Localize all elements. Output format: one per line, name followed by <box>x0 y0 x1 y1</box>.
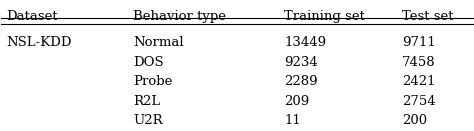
Text: 200: 200 <box>402 114 427 127</box>
Text: 9711: 9711 <box>402 36 436 50</box>
Text: 2289: 2289 <box>284 75 318 88</box>
Text: Test set: Test set <box>402 10 454 23</box>
Text: DOS: DOS <box>133 56 164 69</box>
Text: Normal: Normal <box>133 36 184 50</box>
Text: Dataset: Dataset <box>6 10 58 23</box>
Text: 11: 11 <box>284 114 301 127</box>
Text: 2421: 2421 <box>402 75 436 88</box>
Text: NSL-KDD: NSL-KDD <box>6 36 72 50</box>
Text: R2L: R2L <box>133 95 161 108</box>
Text: Probe: Probe <box>133 75 173 88</box>
Text: 209: 209 <box>284 95 310 108</box>
Text: 2754: 2754 <box>402 95 436 108</box>
Text: 13449: 13449 <box>284 36 326 50</box>
Text: U2R: U2R <box>133 114 163 127</box>
Text: 9234: 9234 <box>284 56 318 69</box>
Text: 7458: 7458 <box>402 56 436 69</box>
Text: Training set: Training set <box>284 10 365 23</box>
Text: Behavior type: Behavior type <box>133 10 226 23</box>
